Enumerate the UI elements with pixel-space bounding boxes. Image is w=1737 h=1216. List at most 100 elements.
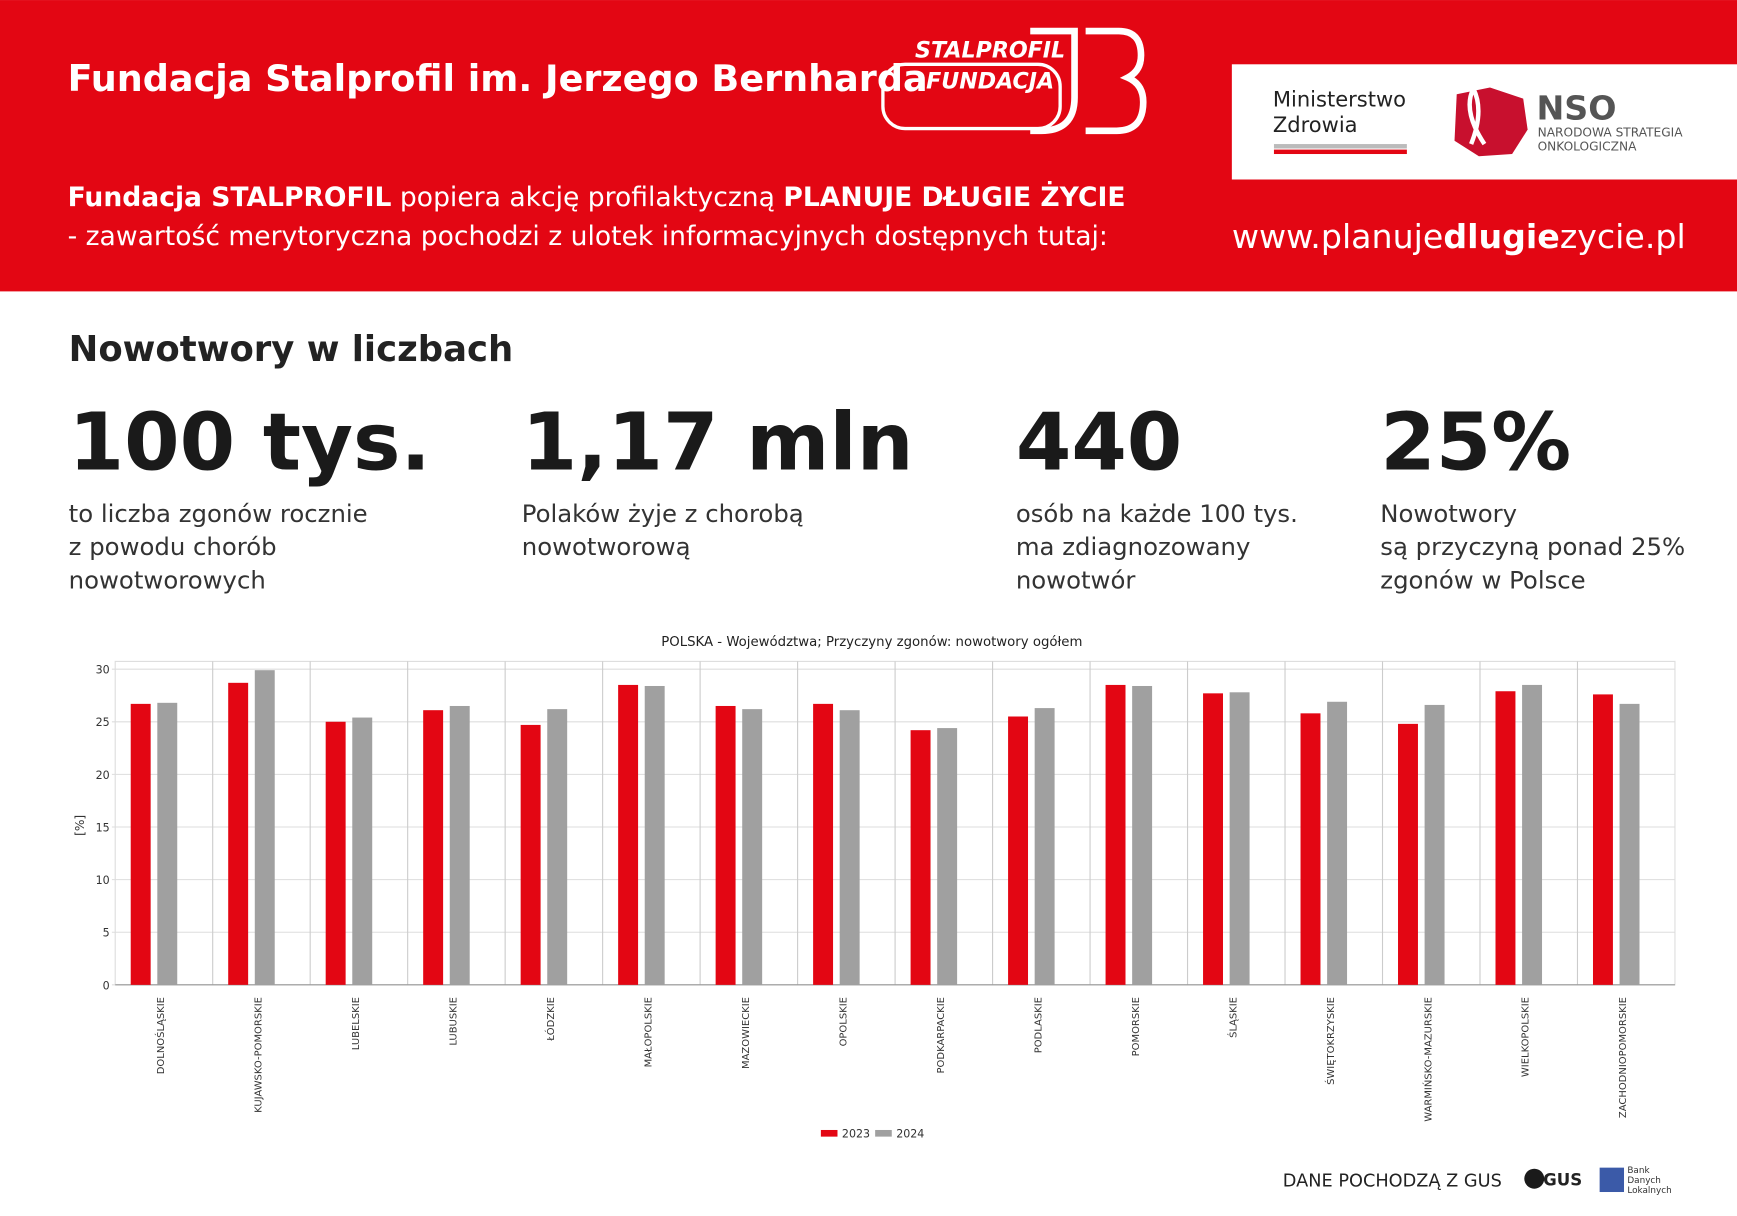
tagline-bold: Fundacja STALPROFIL (68, 182, 392, 213)
bar (742, 709, 763, 985)
ministry-name: Ministerstwo (1273, 86, 1406, 111)
x-tick-label: PODLASKIE (1033, 997, 1044, 1053)
x-tick-label: ZACHODNIOPOMORSKIE (1618, 997, 1629, 1118)
x-tick-label: WIELKOPOLSKIE (1521, 997, 1532, 1077)
stat-description: ma zdiagnozowany (1016, 532, 1251, 561)
bar (910, 730, 931, 985)
legend-label: 2024 (896, 1128, 924, 1141)
stat-description: z powodu chorób (69, 532, 277, 561)
bdl-text: Lokalnych (1627, 1186, 1671, 1196)
logo-text: FUNDACJA (926, 69, 1054, 95)
url-part: dlugie (1443, 217, 1560, 256)
bar (157, 702, 178, 985)
x-tick-label: PODKARPACKIE (936, 997, 947, 1073)
chart-title: POLSKA - Województwa; Przyczyny zgonów: … (661, 634, 1082, 650)
stat-value: 25% (1380, 396, 1571, 489)
ministry-name: Zdrowia (1273, 112, 1358, 137)
y-tick-label: 25 (96, 716, 110, 729)
stat-description: są przyczyną ponad 25% (1380, 532, 1685, 561)
bar (1522, 684, 1543, 985)
stat-value: 440 (1016, 396, 1182, 489)
stats-heading: Nowotwory w liczbach (69, 329, 514, 370)
bdl-text: Bank (1627, 1166, 1650, 1176)
bar (1229, 692, 1250, 985)
bar (1398, 723, 1418, 985)
x-tick-label: WARMIŃSKO-MAZURSKIE (1421, 997, 1434, 1122)
url-part: www.planuje (1232, 217, 1443, 256)
bar (1203, 693, 1223, 985)
nso-title: NSO (1536, 89, 1616, 128)
y-tick-label: 0 (103, 979, 110, 992)
bar (352, 717, 373, 985)
stat-value: 1,17 mln (522, 396, 914, 489)
bar (1495, 691, 1516, 985)
stat-description: nowotworowych (69, 565, 266, 594)
x-tick-label: LUBELSKIE (351, 997, 362, 1050)
bar (644, 685, 665, 985)
website-url[interactable]: www.planujedlugiezycie.pl (1232, 217, 1686, 256)
source-note: DANE POCHODZĄ Z GUS (1283, 1171, 1502, 1191)
ministry-bar (1273, 149, 1407, 155)
stat-description: nowotwór (1016, 565, 1137, 594)
bar (1132, 685, 1153, 985)
y-tick-label: 20 (96, 769, 110, 782)
gus-logo: GUS (1543, 1170, 1582, 1189)
stat-description: Polaków żyje z chorobą (522, 499, 804, 528)
tagline: - zawartość merytoryczna pochodzi z ulot… (68, 221, 1108, 252)
logo-jb (1030, 27, 1147, 135)
x-tick-label: KUJAWSKO-POMORSKIE (253, 997, 264, 1113)
tagline-text: popiera akcję profilaktyczną (391, 182, 783, 213)
header-title: Fundacja Stalprofil im. Jerzego Bernhard… (68, 57, 928, 100)
nso-subtitle: NARODOWA STRATEGIA (1538, 125, 1684, 139)
bar (1105, 684, 1126, 985)
bdl-icon (1599, 1167, 1625, 1193)
bar (228, 682, 249, 985)
y-axis-label: [%] (73, 815, 87, 836)
bar (1300, 713, 1321, 985)
legend-swatch (875, 1129, 892, 1137)
y-tick-label: 10 (96, 874, 110, 887)
stat-description: zgonów w Polsce (1380, 565, 1585, 594)
bar (520, 724, 541, 985)
tagline: Fundacja STALPROFIL popiera akcję profil… (68, 181, 1126, 213)
x-tick-label: ŁÓDZKIE (544, 997, 557, 1042)
bar (130, 703, 151, 985)
x-tick-label: DOLNOŚLĄSKIE (154, 997, 167, 1074)
stat-description: Nowotwory (1380, 499, 1517, 528)
bar (547, 709, 568, 985)
bar (1034, 708, 1055, 985)
bdl-text: Danych (1627, 1176, 1661, 1186)
x-tick-label: MAŁOPOLSKIE (643, 997, 654, 1067)
stat-value: 100 tys. (69, 396, 431, 489)
x-tick-label: ŚWIĘTOKRZYSKIE (1324, 997, 1337, 1085)
gus-icon (1524, 1168, 1545, 1189)
tagline-bold: PLANUJE DŁUGIE ŻYCIE (783, 181, 1125, 213)
x-tick-label: LUBUSKIE (448, 997, 459, 1046)
bar (1008, 716, 1029, 985)
bar (1592, 694, 1613, 985)
x-tick-label: MAZOWIECKIE (741, 997, 752, 1069)
bar (813, 703, 834, 985)
legend-swatch (820, 1129, 838, 1137)
x-tick-label: POMORSKIE (1131, 997, 1142, 1056)
bar (1619, 703, 1640, 985)
x-tick-label: ŚLĄSKIE (1226, 997, 1239, 1038)
url-part: zycie.pl (1560, 217, 1686, 256)
y-tick-label: 15 (96, 821, 110, 834)
bar (839, 710, 860, 985)
bar (618, 684, 639, 985)
bar (449, 705, 470, 985)
stat-description: osób na każde 100 tys. (1016, 499, 1298, 528)
stalprofil-logo: STALPROFIL FUNDACJA (881, 27, 1147, 135)
logo-text: STALPROFIL (915, 38, 1065, 64)
bar (325, 721, 346, 985)
x-tick-label: OPOLSKIE (838, 997, 849, 1046)
stat-description: to liczba zgonów rocznie (69, 499, 368, 528)
nso-map (1454, 87, 1528, 157)
bar (254, 670, 275, 985)
y-tick-label: 30 (96, 664, 110, 677)
legend-label: 2023 (842, 1128, 870, 1141)
bar (715, 705, 736, 985)
